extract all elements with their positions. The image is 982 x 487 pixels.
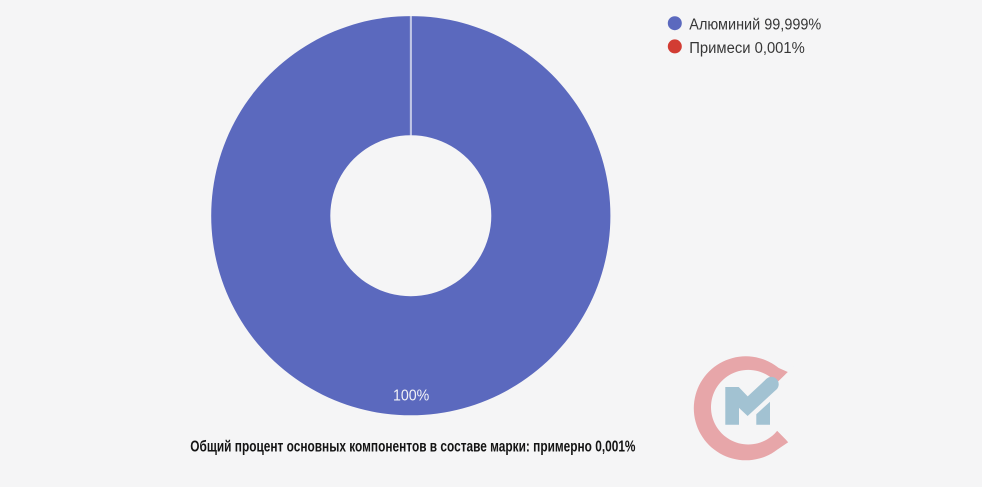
svg-text:Алюминий 99,999%: Алюминий 99,999% [689,17,821,34]
svg-text:100%: 100% [393,387,429,404]
svg-text:Общий процент основных компоне: Общий процент основных компонентов в сос… [190,439,635,456]
svg-text:Примеси 0,001%: Примеси 0,001% [689,40,805,57]
